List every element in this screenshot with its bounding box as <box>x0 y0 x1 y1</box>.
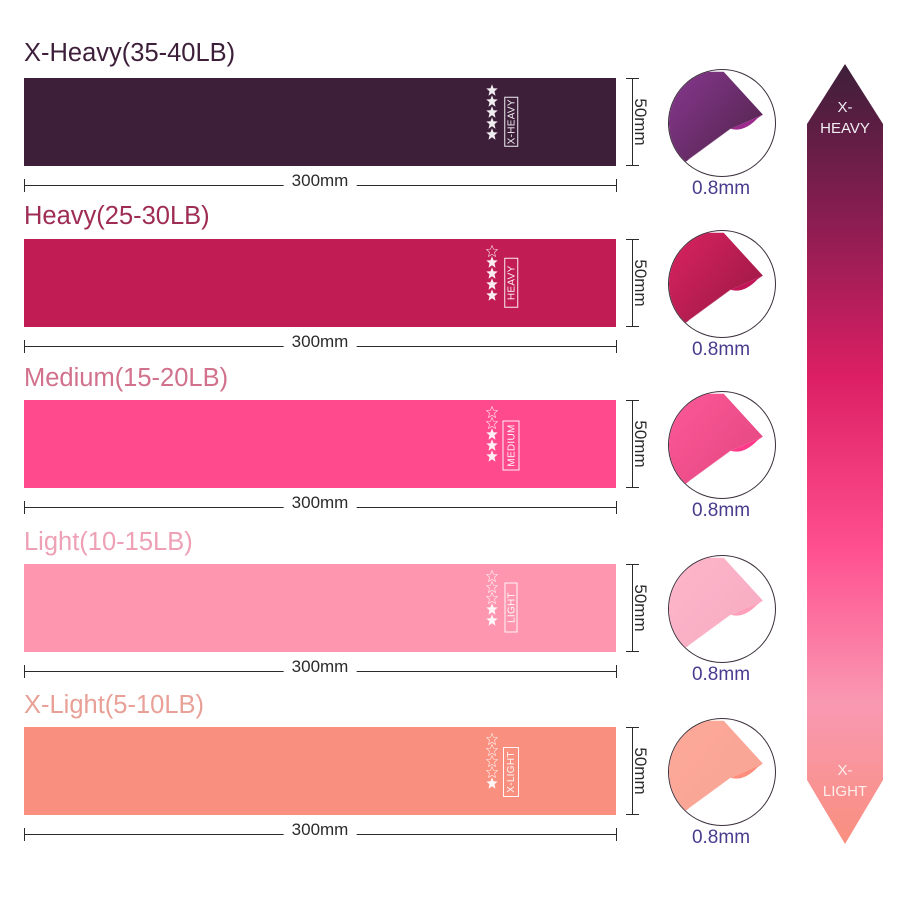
svg-text:HEAVY: HEAVY <box>820 120 870 137</box>
svg-text:LIGHT: LIGHT <box>823 783 867 800</box>
svg-text:X-: X- <box>838 99 853 116</box>
svg-text:X-: X- <box>838 762 853 779</box>
